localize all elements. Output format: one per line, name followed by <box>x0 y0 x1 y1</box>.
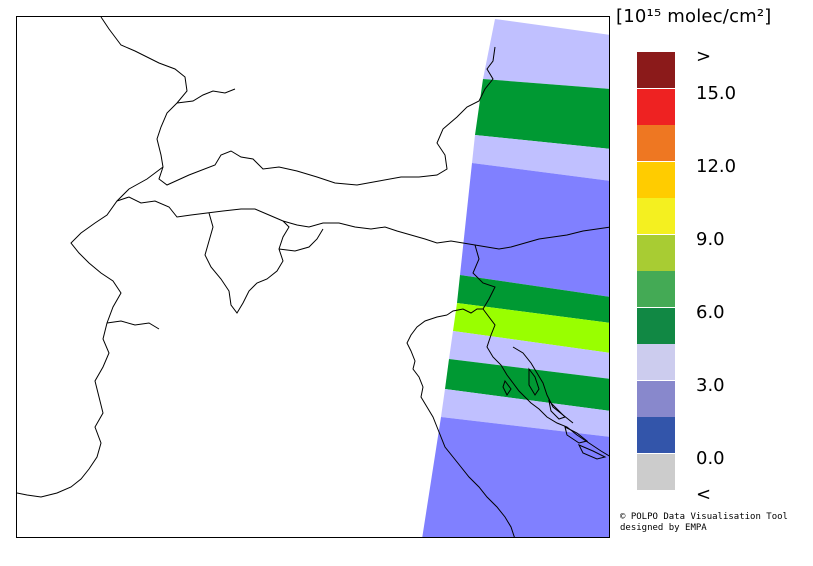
swath-band <box>460 163 609 297</box>
swath-band <box>472 135 609 181</box>
legend-swatch <box>637 380 675 417</box>
river-border <box>106 320 160 330</box>
map-canvas <box>17 17 609 537</box>
credit-line-1: © POLPO Data Visualisation Tool <box>620 512 788 522</box>
border-line <box>278 228 324 252</box>
legend: [10¹⁵ molec/cm²] >15.0 12.0 9.0 6.0 3.0 0.0 < … <box>610 0 813 566</box>
legend-label: 0.0 <box>696 447 725 469</box>
legend-label: > <box>696 46 712 67</box>
swath-band <box>475 79 609 149</box>
legend-swatch <box>637 417 675 453</box>
legend-swatch <box>637 125 675 161</box>
legend-label: 12.0 <box>696 155 737 177</box>
border-line <box>100 17 496 186</box>
legend-label: 9.0 <box>696 228 725 250</box>
river-border <box>176 88 236 104</box>
island <box>502 379 512 396</box>
swath-band <box>445 359 609 411</box>
legend-swatch <box>637 307 675 344</box>
swath-band <box>449 331 609 379</box>
credit-text: © POLPO Data Visualisation Tool designed… <box>620 512 788 534</box>
legend-swatch <box>637 344 675 380</box>
legend-label: 15.0 <box>696 82 737 104</box>
legend-label: < <box>696 484 712 505</box>
border-line <box>204 212 290 314</box>
swath-band <box>441 389 609 437</box>
coastline <box>406 314 515 537</box>
legend-swatch <box>637 234 675 271</box>
border-line <box>116 196 609 250</box>
coastline <box>446 308 483 316</box>
swath-band <box>483 19 609 89</box>
legend-swatch <box>637 453 675 490</box>
units-label: [10¹⁵ molec/cm²] <box>616 6 772 27</box>
island <box>548 399 566 420</box>
swath-band <box>453 303 609 353</box>
swath-band <box>422 417 609 537</box>
legend-label: 3.0 <box>696 374 725 396</box>
legend-swatch <box>637 198 675 234</box>
legend-swatch <box>637 52 675 88</box>
border-line <box>17 166 164 498</box>
legend-label: 6.0 <box>696 301 725 323</box>
credit-line-2: designed by EMPA <box>620 523 707 533</box>
island <box>528 367 540 396</box>
satellite-swath <box>422 19 609 537</box>
legend-swatch <box>637 88 675 125</box>
coastline <box>482 308 609 457</box>
country-borders <box>17 17 609 537</box>
map-panel <box>16 16 610 538</box>
border-line <box>472 244 496 310</box>
island <box>577 444 607 460</box>
legend-swatch <box>637 271 675 307</box>
legend-swatch <box>637 161 675 198</box>
island <box>564 426 589 444</box>
